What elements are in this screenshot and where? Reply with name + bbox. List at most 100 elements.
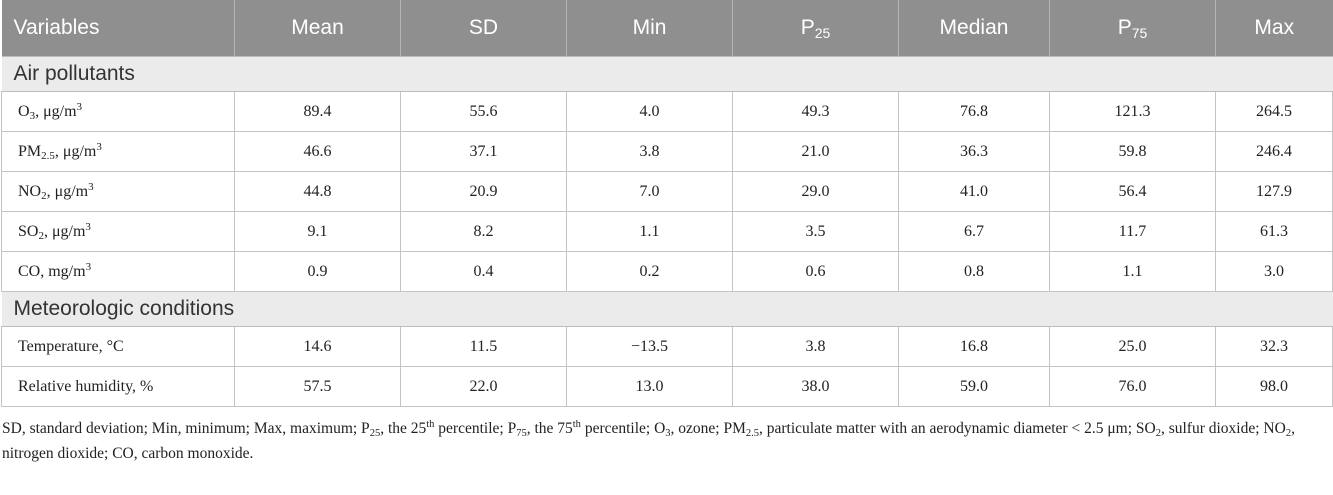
header-sd: SD bbox=[400, 0, 567, 57]
table-cell: 21.0 bbox=[732, 131, 899, 172]
unit-superscript: 3 bbox=[85, 260, 92, 273]
variable-name: PM bbox=[18, 142, 42, 160]
header-median: Median bbox=[898, 0, 1050, 57]
footnote-subscript: 2 bbox=[1155, 428, 1161, 439]
footnote-text: SD, standard deviation; Min, minimum; Ma… bbox=[2, 420, 370, 437]
table-cell: 25.0 bbox=[1049, 326, 1216, 367]
header-variables: Variables bbox=[1, 0, 235, 57]
variable-name: NO bbox=[18, 182, 42, 200]
variable-subscript: 2 bbox=[41, 189, 47, 202]
footnote-text: , nitrogen dioxide; CO, carbon monoxide. bbox=[2, 420, 1295, 462]
footnote-text: percentile; P bbox=[434, 420, 517, 437]
footnote-subscript: 75 bbox=[516, 428, 527, 439]
row-label: O3, μg/m3 bbox=[1, 91, 235, 132]
unit-superscript: 3 bbox=[85, 220, 91, 233]
section-row: Air pollutants bbox=[1, 56, 1333, 92]
table-cell: 3.5 bbox=[732, 211, 899, 252]
variable-unit: , μg/m bbox=[43, 222, 86, 240]
table-cell: 3.8 bbox=[566, 131, 733, 172]
variable-subscript: 3 bbox=[29, 109, 36, 122]
table-cell: 61.3 bbox=[1215, 211, 1333, 252]
table-cell: 264.5 bbox=[1215, 91, 1333, 132]
summary-statistics-table: Variables Mean SD Min P25 Median P75 Max… bbox=[1, 0, 1333, 407]
variable-unit: , μg/m bbox=[35, 102, 77, 120]
header-row: Variables Mean SD Min P25 Median P75 Max bbox=[1, 0, 1333, 57]
table-cell: 0.6 bbox=[732, 251, 899, 292]
table-cell: 246.4 bbox=[1215, 131, 1333, 172]
variable-name: O bbox=[18, 102, 30, 120]
section-title: Meteorologic conditions bbox=[1, 291, 1333, 327]
footnote-text: , the 75 bbox=[526, 420, 573, 437]
table-row: CO, mg/m3 0.9 0.4 0.2 0.6 0.8 1.1 3.0 bbox=[1, 251, 1333, 292]
header-p25-letter: P bbox=[800, 16, 815, 39]
row-label: Relative humidity, % bbox=[1, 366, 235, 407]
table-row: Relative humidity, % 57.5 22.0 13.0 38.0 59.0… bbox=[1, 366, 1333, 407]
table-figure: Variables Mean SD Min P25 Median P75 Max… bbox=[1, 0, 1333, 462]
variable-name: CO bbox=[18, 262, 41, 280]
variable-subscript: 2 bbox=[38, 229, 44, 242]
table-cell: 0.4 bbox=[400, 251, 567, 292]
table-cell: 29.0 bbox=[732, 171, 899, 212]
table-cell: 121.3 bbox=[1049, 91, 1216, 132]
header-p25-subscript: 25 bbox=[814, 25, 831, 41]
table-cell: 1.1 bbox=[1049, 251, 1216, 292]
unit-superscript: 3 bbox=[76, 100, 83, 113]
footnote-text: , particulate matter with an aerodynamic… bbox=[759, 420, 1156, 437]
footnote-text: , sulfur dioxide; NO bbox=[1160, 420, 1286, 437]
table-cell: 11.7 bbox=[1049, 211, 1216, 252]
section-title: Air pollutants bbox=[1, 56, 1333, 92]
variable-name: SO bbox=[18, 222, 39, 240]
table-cell: 14.6 bbox=[234, 326, 401, 367]
table-cell: 6.7 bbox=[898, 211, 1050, 252]
table-cell: 49.3 bbox=[732, 91, 899, 132]
table-cell: 7.0 bbox=[566, 171, 733, 212]
table-cell: 3.0 bbox=[1215, 251, 1333, 292]
footnote-subscript: 25 bbox=[369, 428, 381, 439]
variable-unit: , mg/m bbox=[40, 262, 86, 280]
unit-superscript: 3 bbox=[88, 180, 94, 193]
table-cell: 59.0 bbox=[898, 366, 1050, 407]
footnote-text: percentile; O bbox=[580, 420, 666, 437]
table-cell: 3.8 bbox=[732, 326, 899, 367]
table-cell: 56.4 bbox=[1049, 171, 1216, 212]
row-label: NO2, μg/m3 bbox=[1, 171, 235, 212]
table-cell: 20.9 bbox=[400, 171, 567, 212]
header-p75-letter: P bbox=[1117, 16, 1132, 39]
footnote-subscript: 3 bbox=[665, 428, 671, 439]
table-cell: 13.0 bbox=[566, 366, 733, 407]
footnote-superscript: th bbox=[426, 419, 435, 430]
section-row: Meteorologic conditions bbox=[1, 291, 1333, 327]
table-cell: 76.0 bbox=[1049, 366, 1216, 407]
table-cell: 0.9 bbox=[234, 251, 401, 292]
variable-name: Temperature, °C bbox=[18, 337, 124, 355]
table-cell: 57.5 bbox=[234, 366, 401, 407]
footnote-subscript: 2 bbox=[1285, 428, 1292, 439]
table-cell: 89.4 bbox=[234, 91, 401, 132]
table-cell: 127.9 bbox=[1215, 171, 1333, 212]
table-cell: 46.6 bbox=[234, 131, 401, 172]
unit-superscript: 3 bbox=[96, 140, 102, 153]
header-mean: Mean bbox=[234, 0, 401, 57]
row-label: SO2, μg/m3 bbox=[1, 211, 235, 252]
row-label: Temperature, °C bbox=[1, 326, 235, 367]
header-p75: P75 bbox=[1049, 0, 1216, 57]
variable-subscript: 2.5 bbox=[41, 149, 55, 162]
variable-unit: , μg/m bbox=[46, 182, 89, 200]
table-cell: −13.5 bbox=[566, 326, 733, 367]
table-cell: 0.8 bbox=[898, 251, 1050, 292]
table-cell: 41.0 bbox=[898, 171, 1050, 212]
table-body: Air pollutants O3, μg/m3 89.4 55.6 4.0 49.3 76… bbox=[1, 56, 1333, 407]
table-row: Temperature, °C 14.6 11.5 −13.5 3.8 16.8 25.0 3… bbox=[1, 326, 1333, 367]
header-p25: P25 bbox=[732, 0, 899, 57]
header-min: Min bbox=[566, 0, 733, 57]
table-cell: 1.1 bbox=[566, 211, 733, 252]
table-cell: 76.8 bbox=[898, 91, 1050, 132]
table-cell: 44.8 bbox=[234, 171, 401, 212]
table-cell: 36.3 bbox=[898, 131, 1050, 172]
table-cell: 0.2 bbox=[566, 251, 733, 292]
table-cell: 8.2 bbox=[400, 211, 567, 252]
table-row: NO2, μg/m3 44.8 20.9 7.0 29.0 41.0 56.4 127.9 bbox=[1, 171, 1333, 212]
table-cell: 9.1 bbox=[234, 211, 401, 252]
footnote-text: , ozone; PM bbox=[670, 420, 746, 437]
row-label: PM2.5, μg/m3 bbox=[1, 131, 235, 172]
